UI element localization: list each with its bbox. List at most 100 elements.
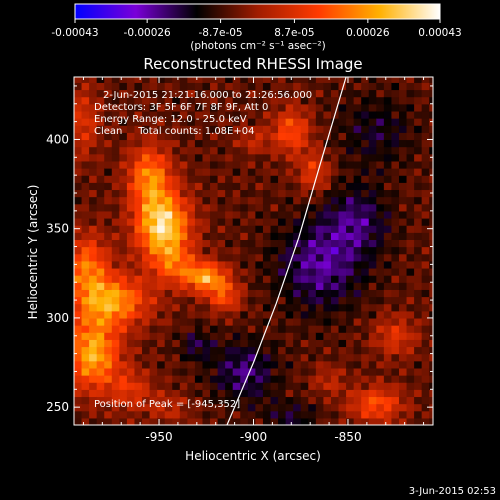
heatmap-cell <box>187 325 196 333</box>
heatmap-cell <box>217 253 226 262</box>
heatmap-cell <box>285 246 294 255</box>
heatmap-cell <box>278 375 287 383</box>
heatmap-cell <box>270 118 279 126</box>
heatmap-cell <box>368 232 377 240</box>
heatmap-cell <box>429 246 433 255</box>
heatmap-cell <box>270 296 279 305</box>
heatmap-cell <box>429 103 433 112</box>
heatmap-cell <box>119 225 128 233</box>
heatmap-cell <box>217 275 226 283</box>
heatmap-cell <box>293 82 302 91</box>
heatmap-cell <box>81 246 90 255</box>
heatmap-cell <box>164 118 173 126</box>
heatmap-cell <box>74 253 83 262</box>
heatmap-cell <box>194 339 204 348</box>
heatmap-cell <box>330 189 340 198</box>
heatmap-cell <box>194 253 204 262</box>
heatmap-cell <box>210 168 219 176</box>
heatmap-cell <box>383 282 393 290</box>
heatmap-cell <box>74 196 83 205</box>
heatmap-cell <box>134 160 143 169</box>
heatmap-cell <box>225 360 234 369</box>
heatmap-cell <box>255 139 264 148</box>
heatmap-cell <box>217 239 226 248</box>
heatmap-cell <box>104 367 113 376</box>
heatmap-cell <box>202 353 211 362</box>
heatmap-cell <box>330 260 340 269</box>
heatmap-cell <box>353 296 362 305</box>
heatmap-cell <box>149 367 158 376</box>
heatmap-cell <box>429 289 433 298</box>
heatmap-cell <box>240 103 249 112</box>
heatmap-cell <box>315 396 325 405</box>
heatmap-cell <box>202 332 211 340</box>
heatmap-cell <box>293 96 302 105</box>
heatmap-cell <box>232 232 241 240</box>
heatmap-cell <box>330 225 340 233</box>
heatmap-cell <box>119 89 128 98</box>
heatmap-cell <box>210 282 219 290</box>
heatmap-cell <box>406 189 415 198</box>
heatmap-cell <box>134 275 143 283</box>
heatmap-cell <box>149 232 158 240</box>
heatmap-cell <box>315 317 325 326</box>
heatmap-cell <box>247 260 256 269</box>
heatmap-cell <box>232 382 241 390</box>
heatmap-cell <box>126 153 136 162</box>
heatmap-cell <box>300 175 309 183</box>
heatmap-cell <box>255 210 264 219</box>
heatmap-cell <box>187 232 196 240</box>
heatmap-cell <box>278 139 287 148</box>
heatmap-cell <box>202 317 211 326</box>
heatmap-cell <box>429 275 433 283</box>
heatmap-cell <box>285 182 294 191</box>
heatmap-cell <box>368 382 377 390</box>
heatmap-cell <box>376 253 385 262</box>
heatmap-cell <box>323 332 332 340</box>
heatmap-cell <box>142 296 151 305</box>
heatmap-cell <box>300 103 309 112</box>
heatmap-cell <box>179 275 188 283</box>
heatmap-cell <box>255 217 264 226</box>
heatmap-cell <box>285 232 294 240</box>
heatmap-cell <box>202 325 211 333</box>
heatmap-cell <box>346 118 355 126</box>
heatmap-cell <box>330 103 340 112</box>
heatmap-cell <box>81 203 90 212</box>
heatmap-cell <box>74 168 83 176</box>
heatmap-cell <box>225 389 234 398</box>
heatmap-cell <box>323 353 332 362</box>
heatmap-cell <box>270 125 279 133</box>
heatmap-cell <box>194 168 204 176</box>
heatmap-cell <box>119 246 128 255</box>
heatmap-cell <box>126 367 136 376</box>
heatmap-cell <box>270 77 279 83</box>
heatmap-cell <box>293 110 302 119</box>
heatmap-cell <box>81 210 90 219</box>
heatmap-cell <box>398 210 408 219</box>
heatmap-cell <box>81 303 90 312</box>
heatmap-cell <box>187 103 196 112</box>
heatmap-cell <box>338 96 347 105</box>
heatmap-cell <box>232 82 241 91</box>
heatmap-cell <box>142 239 151 248</box>
heatmap-cell <box>81 353 90 362</box>
heatmap-cell <box>406 96 415 105</box>
heatmap-cell <box>346 332 355 340</box>
heatmap-cell <box>96 282 105 290</box>
heatmap-cell <box>406 346 415 355</box>
heatmap-cell <box>126 175 136 183</box>
heatmap-cell <box>323 303 332 312</box>
heatmap-cell <box>240 325 249 333</box>
heatmap-cell <box>308 289 317 298</box>
heatmap-cell <box>179 146 188 155</box>
heatmap-cell <box>247 375 256 383</box>
heatmap-cell <box>126 346 136 355</box>
heatmap-cell <box>353 139 362 148</box>
heatmap-cell <box>240 367 249 376</box>
heatmap-cell <box>383 332 393 340</box>
heatmap-cell <box>179 217 188 226</box>
heatmap-cell <box>104 232 113 240</box>
heatmap-cell <box>225 317 234 326</box>
heatmap-cell <box>376 110 385 119</box>
